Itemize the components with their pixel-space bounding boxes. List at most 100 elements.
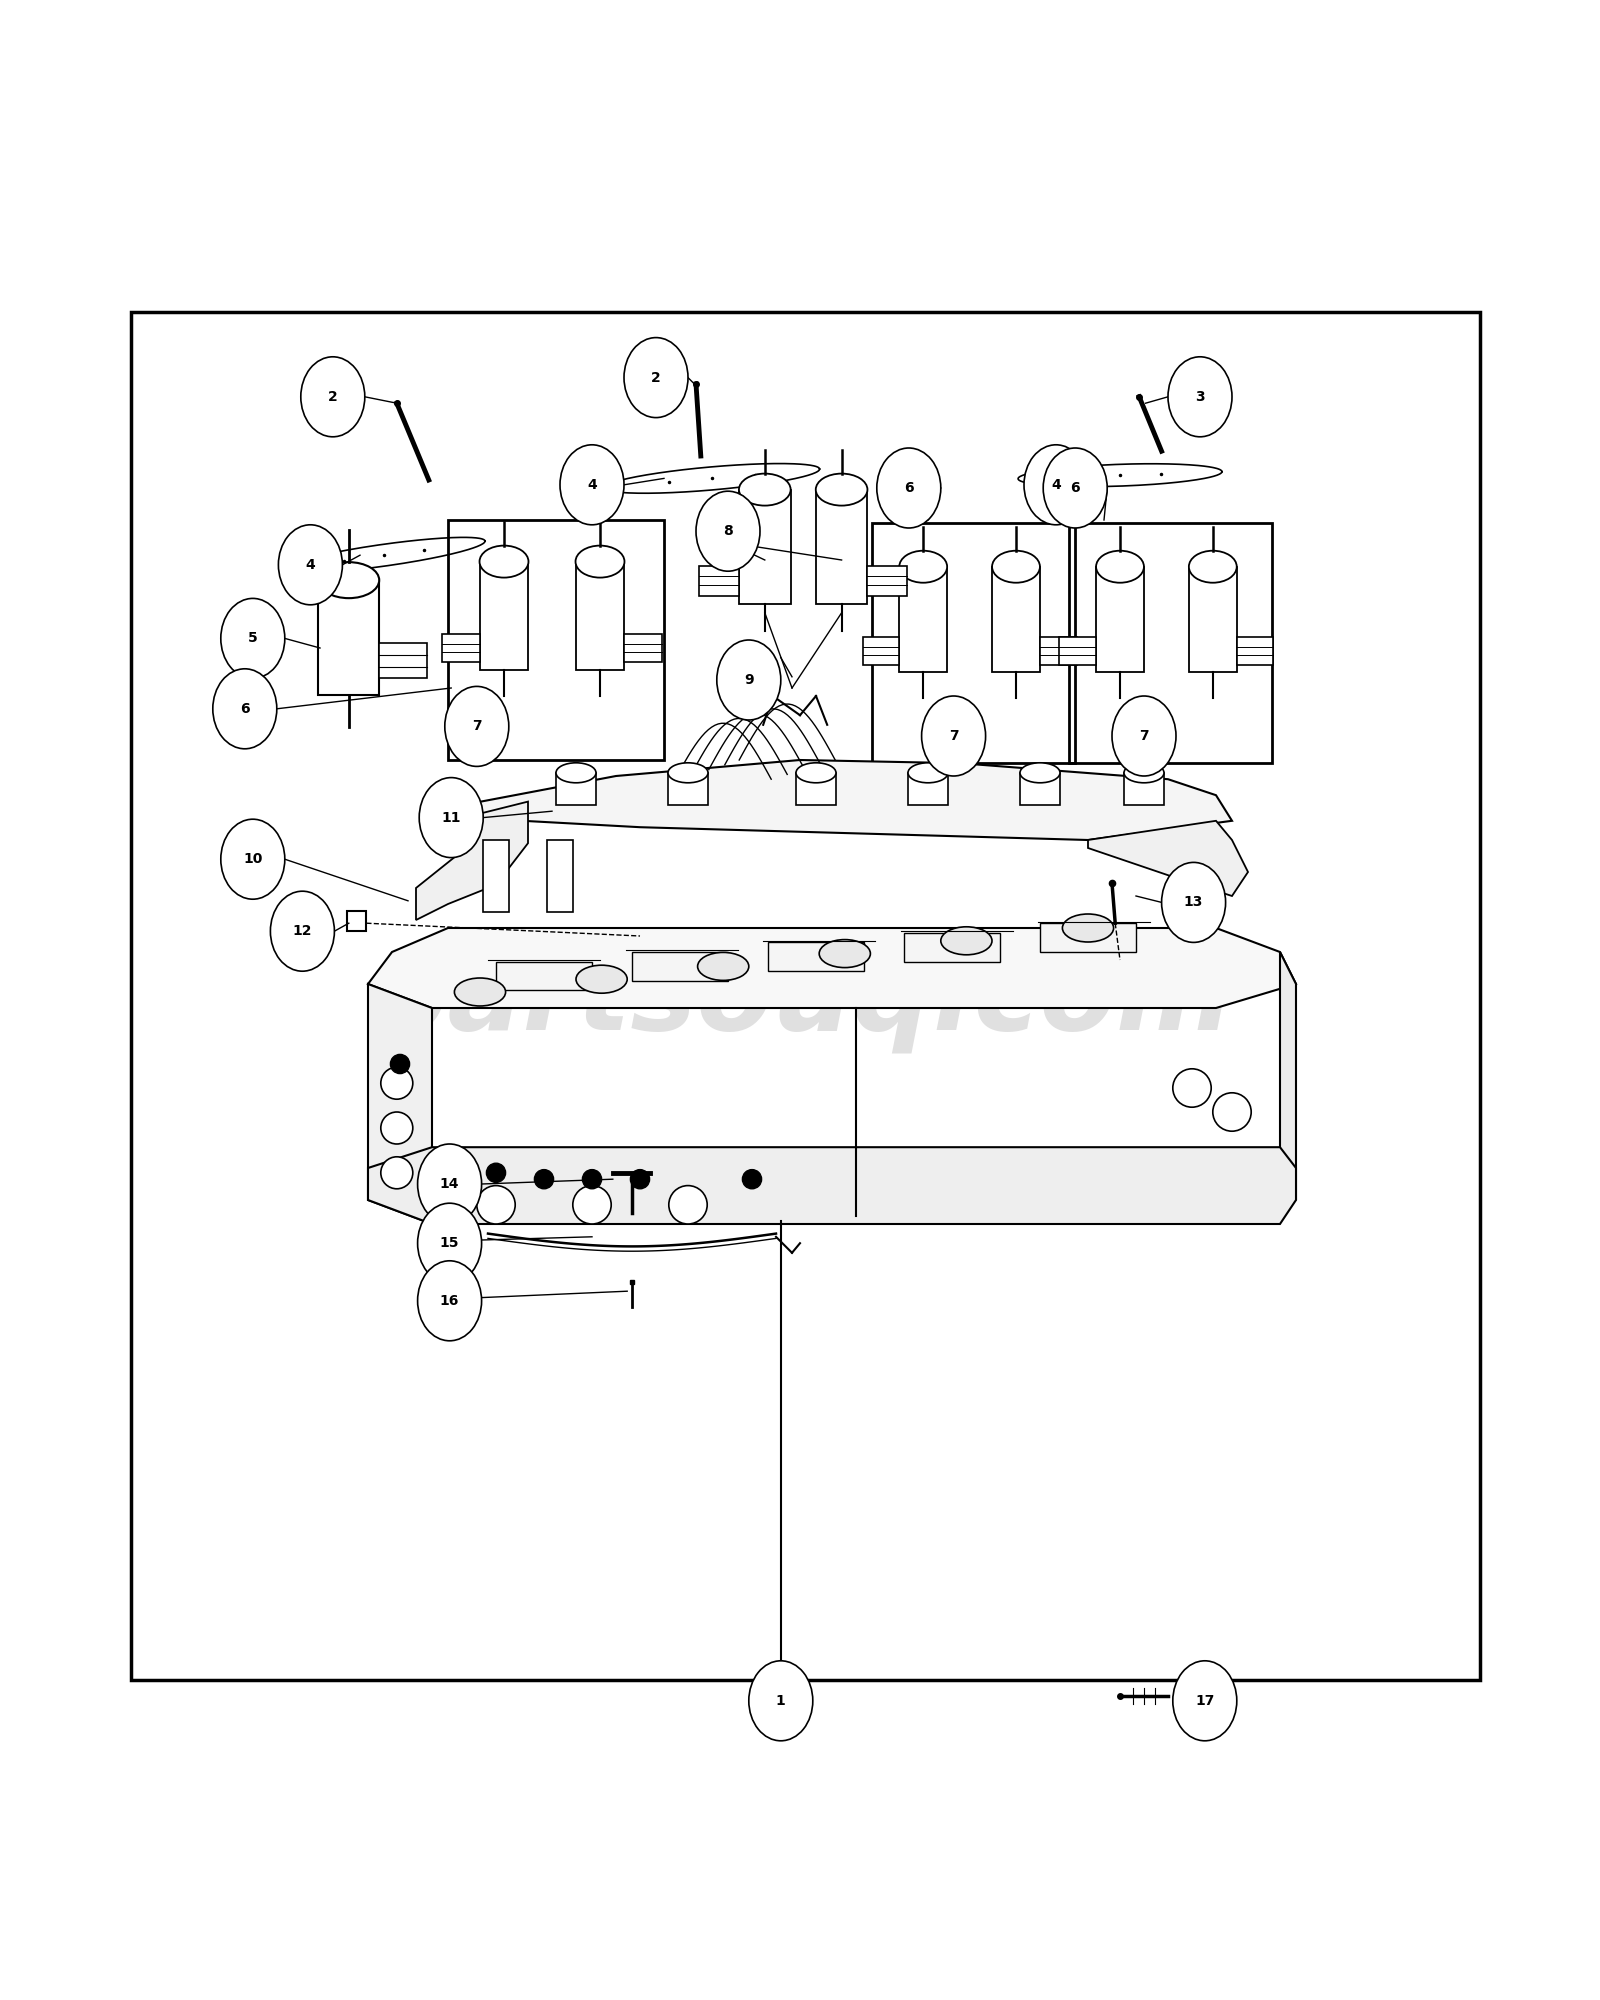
Text: 10: 10 (243, 852, 262, 866)
Polygon shape (416, 802, 528, 920)
Circle shape (390, 1054, 410, 1074)
Polygon shape (1280, 952, 1296, 1200)
Bar (1189, 566, 1237, 672)
Bar (1040, 924, 1136, 952)
Text: 6: 6 (240, 702, 250, 716)
Ellipse shape (576, 966, 627, 994)
Ellipse shape (1043, 448, 1107, 528)
Ellipse shape (1189, 550, 1237, 582)
Text: 2: 2 (651, 370, 661, 384)
Ellipse shape (669, 762, 707, 782)
Circle shape (381, 1156, 413, 1188)
Text: 12: 12 (293, 924, 312, 938)
Text: 7: 7 (949, 728, 958, 742)
Circle shape (582, 1170, 602, 1188)
Ellipse shape (696, 492, 760, 572)
Text: 4: 4 (306, 558, 315, 572)
Ellipse shape (1162, 862, 1226, 942)
Polygon shape (368, 1148, 1296, 1224)
Circle shape (1213, 1092, 1251, 1132)
Ellipse shape (717, 640, 781, 720)
Polygon shape (464, 760, 1232, 840)
Text: 6: 6 (1070, 480, 1080, 494)
Bar (576, 562, 624, 670)
Bar (899, 566, 947, 672)
Bar (131, 312, 1480, 1680)
Text: 7: 7 (472, 720, 482, 734)
Text: 13: 13 (1184, 896, 1203, 910)
Ellipse shape (270, 892, 334, 972)
Text: 4: 4 (587, 478, 597, 492)
Bar (496, 962, 592, 990)
Circle shape (630, 1170, 650, 1188)
Text: 11: 11 (442, 810, 461, 824)
Bar (768, 942, 864, 972)
Ellipse shape (445, 686, 509, 766)
Ellipse shape (907, 762, 947, 782)
Bar (347, 912, 366, 932)
Ellipse shape (992, 550, 1040, 582)
Bar (547, 840, 573, 912)
Circle shape (477, 1186, 515, 1224)
Text: 8: 8 (723, 524, 733, 538)
Ellipse shape (877, 448, 941, 528)
Circle shape (573, 1186, 611, 1224)
Bar (632, 952, 728, 980)
Ellipse shape (922, 696, 986, 776)
Circle shape (381, 1112, 413, 1144)
Bar (1021, 772, 1061, 804)
Bar (872, 524, 1075, 764)
Bar (442, 634, 480, 662)
Ellipse shape (797, 762, 835, 782)
Text: 2: 2 (328, 390, 338, 404)
Ellipse shape (819, 940, 870, 968)
Bar (1059, 638, 1096, 666)
Text: 1: 1 (776, 1694, 786, 1708)
Bar (1069, 524, 1272, 764)
Ellipse shape (1123, 762, 1165, 782)
Ellipse shape (418, 1144, 482, 1224)
Circle shape (381, 1068, 413, 1100)
Polygon shape (368, 928, 1296, 1008)
Ellipse shape (899, 550, 947, 582)
Bar (379, 644, 427, 678)
Bar (739, 490, 790, 604)
Polygon shape (368, 984, 432, 1224)
Circle shape (669, 1186, 707, 1224)
Ellipse shape (213, 668, 277, 748)
Ellipse shape (557, 762, 595, 782)
Bar (1123, 772, 1165, 804)
Bar (1237, 638, 1274, 666)
Ellipse shape (454, 978, 506, 1006)
Ellipse shape (318, 562, 379, 598)
Ellipse shape (560, 444, 624, 524)
Ellipse shape (419, 778, 483, 858)
Ellipse shape (739, 474, 790, 506)
Text: 9: 9 (744, 672, 754, 688)
Text: 17: 17 (1195, 1694, 1214, 1708)
Bar (480, 562, 528, 670)
Circle shape (742, 1170, 762, 1188)
Ellipse shape (221, 598, 285, 678)
Text: 7: 7 (1139, 728, 1149, 742)
Ellipse shape (749, 1660, 813, 1740)
Bar (1096, 566, 1144, 672)
Ellipse shape (1173, 1660, 1237, 1740)
Text: 15: 15 (440, 1236, 459, 1250)
Text: 14: 14 (440, 1176, 459, 1190)
Bar (992, 566, 1040, 672)
Text: 5: 5 (248, 632, 258, 646)
Ellipse shape (278, 524, 342, 604)
Bar (909, 772, 947, 804)
Ellipse shape (1062, 914, 1114, 942)
Ellipse shape (1168, 356, 1232, 436)
Bar (816, 490, 867, 604)
Text: 16: 16 (440, 1294, 459, 1308)
Ellipse shape (480, 546, 528, 578)
Bar (557, 772, 595, 804)
Ellipse shape (301, 356, 365, 436)
Circle shape (534, 1170, 554, 1188)
Bar (699, 566, 739, 596)
Ellipse shape (1096, 550, 1144, 582)
Ellipse shape (418, 1204, 482, 1284)
